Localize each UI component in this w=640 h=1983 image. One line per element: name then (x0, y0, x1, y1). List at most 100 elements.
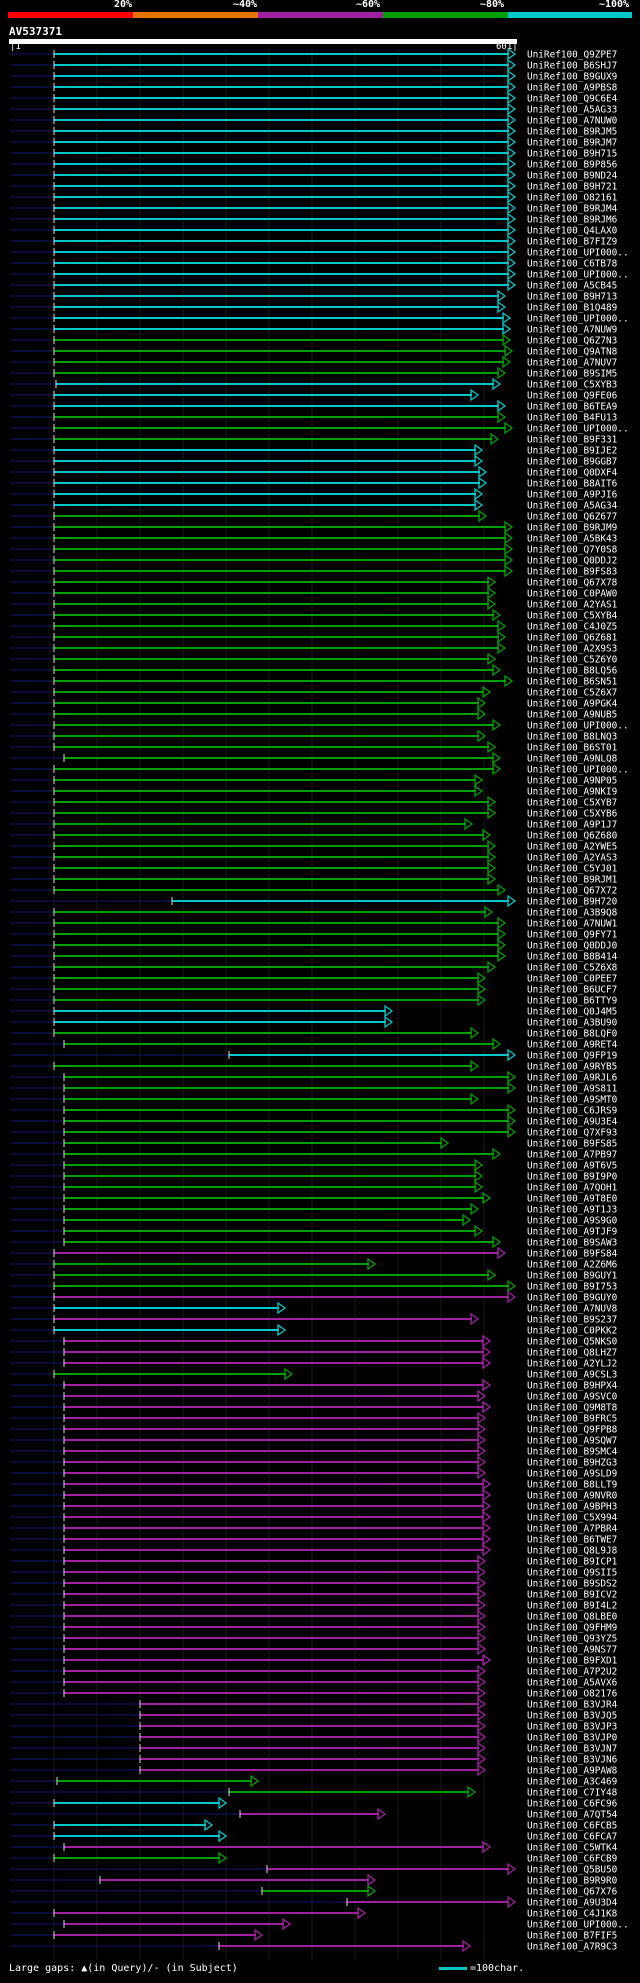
hit-row[interactable]: UniRef100_UPI000.. (10, 762, 629, 776)
hit-row[interactable]: UniRef100_B6TTY9 (10, 993, 618, 1007)
hit-row[interactable]: UniRef100_B1Q489 (10, 300, 618, 314)
hit-label[interactable]: UniRef100_B8LQ56 (527, 666, 618, 677)
hit-row[interactable]: UniRef100_A9U3E4 (10, 1114, 618, 1128)
hit-row[interactable]: UniRef100_C5Z6X7 (10, 685, 617, 699)
hit-row[interactable]: UniRef100_B9RJM4 (10, 201, 618, 215)
hit-label[interactable]: UniRef100_A7NUW0 (527, 116, 618, 127)
hit-label[interactable]: UniRef100_UPI000.. (527, 721, 629, 732)
hit-row[interactable]: UniRef100_B9F331 (10, 432, 618, 446)
hit-row[interactable]: UniRef100_A9S9G0 (10, 1213, 618, 1227)
hit-row[interactable]: UniRef100_C6FCB9 (10, 1851, 618, 1865)
hit-label[interactable]: UniRef100_B3VJQ5 (527, 1711, 617, 1722)
hit-label[interactable]: UniRef100_Q8LBE0 (527, 1612, 618, 1623)
hit-label[interactable]: UniRef100_Q6Z680 (527, 831, 618, 842)
hit-label[interactable]: UniRef100_A2YAS3 (527, 853, 617, 864)
hit-label[interactable]: UniRef100_A7NUW1 (527, 919, 618, 930)
hit-label[interactable]: UniRef100_A5AVX6 (527, 1678, 618, 1689)
hit-label[interactable]: UniRef100_C4J1K8 (527, 1909, 618, 1920)
hit-row[interactable]: UniRef100_A9NUB5 (10, 707, 617, 721)
hit-row[interactable]: UniRef100_B9ICP1 (10, 1554, 618, 1568)
hit-label[interactable]: UniRef100_UPI000.. (527, 248, 629, 259)
hit-row[interactable]: UniRef100_A5BK43 (10, 531, 617, 545)
hit-label[interactable]: UniRef100_A9PAW8 (527, 1766, 618, 1777)
hit-label[interactable]: UniRef100_O82161 (527, 193, 618, 204)
hit-row[interactable]: UniRef100_Q6Z681 (10, 630, 618, 644)
hit-label[interactable]: UniRef100_B6SN51 (527, 677, 618, 688)
hit-row[interactable]: UniRef100_A5AG33 (10, 102, 617, 116)
hit-row[interactable]: UniRef100_B9H720 (10, 894, 618, 908)
hit-label[interactable]: UniRef100_A7QOH1 (527, 1183, 618, 1194)
hit-row[interactable]: UniRef100_A9P1J7 (10, 817, 617, 831)
hit-label[interactable]: UniRef100_C6TB78 (527, 259, 618, 270)
hit-row[interactable]: UniRef100_A2YAS1 (10, 597, 618, 611)
hit-row[interactable]: UniRef100_A9S811 (10, 1081, 618, 1095)
hit-label[interactable]: UniRef100_UPI000.. (527, 314, 629, 325)
hit-row[interactable]: UniRef100_A7NUW0 (10, 113, 618, 127)
hit-row[interactable]: UniRef100_Q9SII5 (10, 1565, 617, 1579)
hit-label[interactable]: UniRef100_A2YAS1 (527, 600, 618, 611)
hit-row[interactable]: UniRef100_B3VJP0 (10, 1730, 618, 1744)
hit-label[interactable]: UniRef100_B9SDS2 (527, 1579, 617, 1590)
hit-label[interactable]: UniRef100_Q93YZ5 (527, 1634, 617, 1645)
hit-row[interactable]: UniRef100_O82161 (10, 190, 618, 204)
hit-label[interactable]: UniRef100_B8B414 (527, 952, 618, 963)
hit-row[interactable]: UniRef100_B9GUX9 (10, 69, 618, 83)
hit-label[interactable]: UniRef100_Q9ZPE7 (527, 50, 617, 61)
hit-row[interactable]: UniRef100_A2X9S3 (10, 641, 617, 655)
hit-row[interactable]: UniRef100_B8LQ56 (10, 663, 618, 677)
hit-label[interactable]: UniRef100_A7P2U2 (527, 1667, 617, 1678)
hit-label[interactable]: UniRef100_B6ST01 (527, 743, 618, 754)
hit-label[interactable]: UniRef100_B9H713 (527, 292, 617, 303)
hit-label[interactable]: UniRef100_B9SIM5 (527, 369, 617, 380)
hit-row[interactable]: UniRef100_A5AG34 (10, 498, 618, 512)
hit-label[interactable]: UniRef100_B9F331 (527, 435, 618, 446)
hit-row[interactable]: UniRef100_B8LLT9 (10, 1477, 618, 1491)
hit-label[interactable]: UniRef100_A7NUW9 (527, 325, 618, 336)
hit-label[interactable]: UniRef100_C6FCB9 (527, 1854, 618, 1865)
hit-label[interactable]: UniRef100_C0PEE7 (527, 974, 617, 985)
hit-label[interactable]: UniRef100_B9FS85 (527, 1139, 617, 1150)
hit-label[interactable]: UniRef100_A5CB45 (527, 281, 617, 292)
hit-row[interactable]: UniRef100_B9GUY0 (10, 1290, 618, 1304)
hit-label[interactable]: UniRef100_B9S237 (527, 1315, 617, 1326)
hit-row[interactable]: UniRef100_A9T6V5 (10, 1158, 617, 1172)
hit-label[interactable]: UniRef100_B9RJM6 (527, 215, 618, 226)
hit-row[interactable]: UniRef100_A9U3D4 (10, 1895, 618, 1909)
hit-label[interactable]: UniRef100_A9PJI6 (527, 490, 618, 501)
hit-label[interactable]: UniRef100_A9U3D4 (527, 1898, 618, 1909)
hit-label[interactable]: UniRef100_Q0J4M5 (527, 1007, 617, 1018)
hit-label[interactable]: UniRef100_B3VJP0 (527, 1733, 618, 1744)
hit-label[interactable]: UniRef100_A7NUV8 (527, 1304, 618, 1315)
hit-row[interactable]: UniRef100_B9SMC4 (10, 1444, 618, 1458)
hit-label[interactable]: UniRef100_B8LQF0 (527, 1029, 618, 1040)
hit-row[interactable]: UniRef100_C6JRS9 (10, 1103, 618, 1117)
hit-row[interactable]: UniRef100_A7NUV8 (10, 1301, 618, 1315)
hit-row[interactable]: UniRef100_Q93YZ5 (10, 1631, 617, 1645)
hit-label[interactable]: UniRef100_C5WTK4 (527, 1843, 618, 1854)
hit-label[interactable]: UniRef100_A9RJL6 (527, 1073, 618, 1084)
hit-label[interactable]: UniRef100_C0PKK2 (527, 1326, 617, 1337)
hit-row[interactable]: UniRef100_B9FXD1 (10, 1653, 618, 1667)
hit-label[interactable]: UniRef100_A2YLJ2 (527, 1359, 617, 1370)
hit-row[interactable]: UniRef100_A3B9Q8 (10, 905, 618, 919)
hit-row[interactable]: UniRef100_A2YLJ2 (10, 1356, 617, 1370)
hit-label[interactable]: UniRef100_B9IJE2 (527, 446, 617, 457)
hit-row[interactable]: UniRef100_Q6Z680 (10, 828, 618, 842)
hit-row[interactable]: UniRef100_C6FCA7 (10, 1829, 617, 1843)
hit-row[interactable]: UniRef100_A7QOH1 (10, 1180, 618, 1194)
hit-label[interactable]: UniRef100_Q9FPB8 (527, 1425, 618, 1436)
hit-row[interactable]: UniRef100_B9I4L2 (10, 1598, 617, 1612)
hit-row[interactable]: UniRef100_UPI000.. (10, 718, 629, 732)
hit-row[interactable]: UniRef100_C4J0Z5 (10, 619, 617, 633)
hit-row[interactable]: UniRef100_A7P2U2 (10, 1664, 617, 1678)
hit-row[interactable]: UniRef100_A9TJF9 (10, 1224, 618, 1238)
hit-label[interactable]: UniRef100_Q9FP19 (527, 1051, 618, 1062)
hit-row[interactable]: UniRef100_A5AVX6 (10, 1675, 618, 1689)
hit-row[interactable]: UniRef100_B7FIF5 (10, 1928, 617, 1942)
hit-row[interactable]: UniRef100_Q9FPB8 (10, 1422, 618, 1436)
hit-row[interactable]: UniRef100_B6SN51 (10, 674, 618, 688)
hit-label[interactable]: UniRef100_C5YJ01 (527, 864, 618, 875)
hit-label[interactable]: UniRef100_B9FXD1 (527, 1656, 618, 1667)
hit-label[interactable]: UniRef100_UPI000.. (527, 765, 629, 776)
hit-label[interactable]: UniRef100_C6FC96 (527, 1799, 618, 1810)
